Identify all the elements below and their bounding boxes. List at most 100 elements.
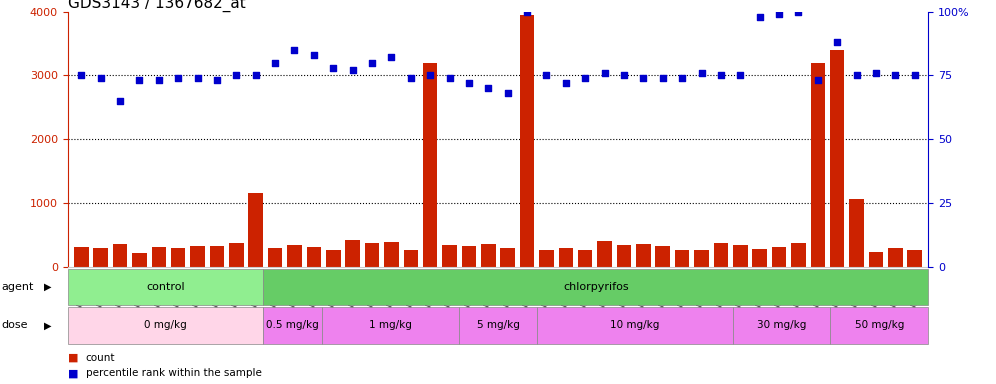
- Point: [306, 52, 322, 58]
- Bar: [500, 248, 515, 267]
- Point: [500, 90, 516, 96]
- Bar: [322, 307, 459, 344]
- Point: [480, 85, 496, 91]
- Point: [713, 72, 729, 78]
- Point: [597, 70, 613, 76]
- Bar: [617, 245, 631, 267]
- Point: [365, 60, 380, 66]
- Bar: [268, 248, 283, 267]
- Bar: [772, 247, 786, 267]
- Point: [383, 55, 399, 61]
- Point: [287, 47, 303, 53]
- Bar: [713, 243, 728, 267]
- Point: [752, 13, 768, 20]
- Bar: [539, 250, 554, 267]
- Bar: [68, 307, 263, 344]
- Text: percentile rank within the sample: percentile rank within the sample: [86, 368, 262, 378]
- Bar: [365, 243, 379, 267]
- Point: [830, 39, 846, 45]
- Bar: [459, 307, 537, 344]
- Text: ▶: ▶: [44, 320, 52, 331]
- Point: [519, 8, 535, 15]
- Text: chlorpyrifos: chlorpyrifos: [563, 282, 628, 292]
- Bar: [831, 307, 928, 344]
- Point: [578, 75, 594, 81]
- Bar: [752, 249, 767, 267]
- Point: [113, 98, 128, 104]
- Bar: [694, 250, 709, 267]
- Text: ■: ■: [68, 368, 79, 378]
- Point: [209, 78, 225, 84]
- Bar: [403, 250, 418, 267]
- Bar: [68, 269, 263, 305]
- Bar: [307, 247, 321, 267]
- Point: [74, 72, 90, 78]
- Bar: [636, 244, 650, 267]
- Bar: [811, 63, 825, 267]
- Point: [326, 65, 342, 71]
- Bar: [733, 245, 748, 267]
- Bar: [791, 243, 806, 267]
- Bar: [384, 242, 398, 267]
- Bar: [263, 269, 928, 305]
- Bar: [888, 248, 902, 267]
- Text: ■: ■: [68, 353, 79, 363]
- Bar: [171, 248, 185, 267]
- Point: [849, 72, 865, 78]
- Point: [791, 8, 807, 15]
- Text: dose: dose: [1, 320, 28, 331]
- Bar: [132, 253, 146, 267]
- Text: ▶: ▶: [44, 282, 52, 292]
- Bar: [94, 248, 108, 267]
- Bar: [481, 244, 496, 267]
- Bar: [655, 247, 670, 267]
- Point: [422, 72, 438, 78]
- Point: [616, 72, 631, 78]
- Bar: [229, 243, 244, 267]
- Bar: [113, 244, 127, 267]
- Point: [461, 80, 477, 86]
- Point: [732, 72, 748, 78]
- Text: 0 mg/kg: 0 mg/kg: [144, 320, 187, 331]
- Point: [345, 67, 361, 73]
- Bar: [869, 252, 883, 267]
- Point: [402, 75, 418, 81]
- Bar: [520, 15, 534, 267]
- Point: [674, 75, 690, 81]
- Point: [887, 72, 903, 78]
- Point: [150, 78, 166, 84]
- Bar: [248, 194, 263, 267]
- Bar: [733, 307, 831, 344]
- Point: [228, 72, 244, 78]
- Bar: [675, 250, 689, 267]
- Point: [635, 75, 651, 81]
- Bar: [850, 199, 864, 267]
- Point: [868, 70, 883, 76]
- Text: count: count: [86, 353, 116, 363]
- Text: 0.5 mg/kg: 0.5 mg/kg: [266, 320, 319, 331]
- Point: [810, 78, 826, 84]
- Bar: [907, 250, 922, 267]
- Bar: [151, 247, 166, 267]
- Bar: [326, 250, 341, 267]
- Bar: [287, 245, 302, 267]
- Text: agent: agent: [1, 282, 34, 292]
- Point: [771, 11, 787, 17]
- Bar: [598, 242, 612, 267]
- Text: 1 mg/kg: 1 mg/kg: [369, 320, 412, 331]
- Bar: [537, 307, 733, 344]
- Point: [539, 72, 555, 78]
- Point: [189, 75, 205, 81]
- Point: [654, 75, 670, 81]
- Bar: [442, 245, 457, 267]
- Text: control: control: [146, 282, 185, 292]
- Bar: [263, 307, 322, 344]
- Bar: [346, 240, 360, 267]
- Bar: [423, 63, 437, 267]
- Text: 50 mg/kg: 50 mg/kg: [855, 320, 904, 331]
- Text: 30 mg/kg: 30 mg/kg: [757, 320, 807, 331]
- Point: [693, 70, 709, 76]
- Bar: [210, 247, 224, 267]
- Bar: [830, 50, 845, 267]
- Bar: [578, 250, 593, 267]
